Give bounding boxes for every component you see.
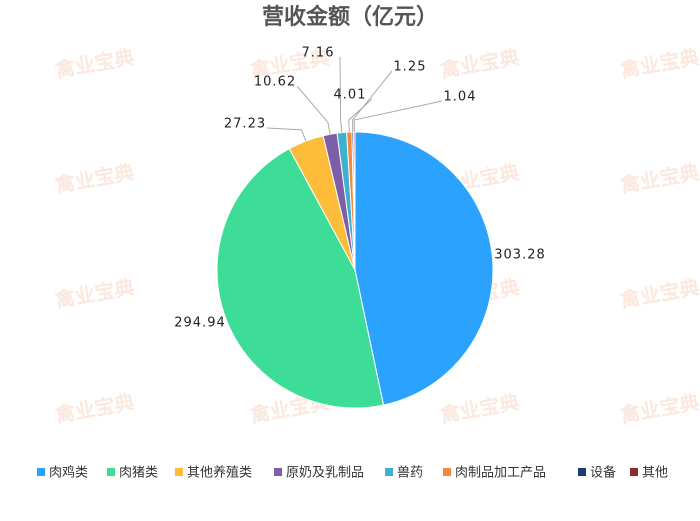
data-label: 4.01 xyxy=(334,88,367,103)
legend-marker xyxy=(630,468,638,476)
leader-line xyxy=(353,100,443,133)
legend-marker xyxy=(443,468,451,476)
legend-label: 肉猪类 xyxy=(119,466,158,481)
data-label: 303.28 xyxy=(494,248,546,263)
legend-marker xyxy=(37,468,45,476)
legend-label: 其他 xyxy=(642,466,668,481)
data-label: 1.04 xyxy=(444,90,477,105)
pie-slice xyxy=(216,147,385,409)
legend-marker xyxy=(385,468,393,476)
data-label: 27.23 xyxy=(224,117,266,132)
leader-line xyxy=(352,70,393,133)
legend-marker xyxy=(175,468,183,476)
legend-label: 其他养殖类 xyxy=(187,465,252,481)
data-label: 7.16 xyxy=(302,46,335,61)
legend-label: 设备 xyxy=(590,465,616,481)
legend-label: 肉制品加工产品 xyxy=(455,466,546,481)
data-label: 294.94 xyxy=(174,316,226,331)
data-label: 10.62 xyxy=(254,75,296,90)
legend-marker xyxy=(578,468,586,476)
leader-line xyxy=(296,85,331,135)
legend-label: 兽药 xyxy=(397,466,423,481)
legend-label: 肉鸡类 xyxy=(49,465,88,481)
leader-line xyxy=(339,56,343,133)
data-label: 1.25 xyxy=(394,60,427,75)
pie-slice xyxy=(353,131,356,271)
legend-marker xyxy=(107,468,115,476)
legend-marker xyxy=(274,468,282,476)
leader-line xyxy=(266,127,307,142)
chart-title: 营收金额（亿元） xyxy=(262,4,438,30)
legend-label: 原奶及乳制品 xyxy=(286,466,364,481)
pie-slice xyxy=(354,131,494,406)
